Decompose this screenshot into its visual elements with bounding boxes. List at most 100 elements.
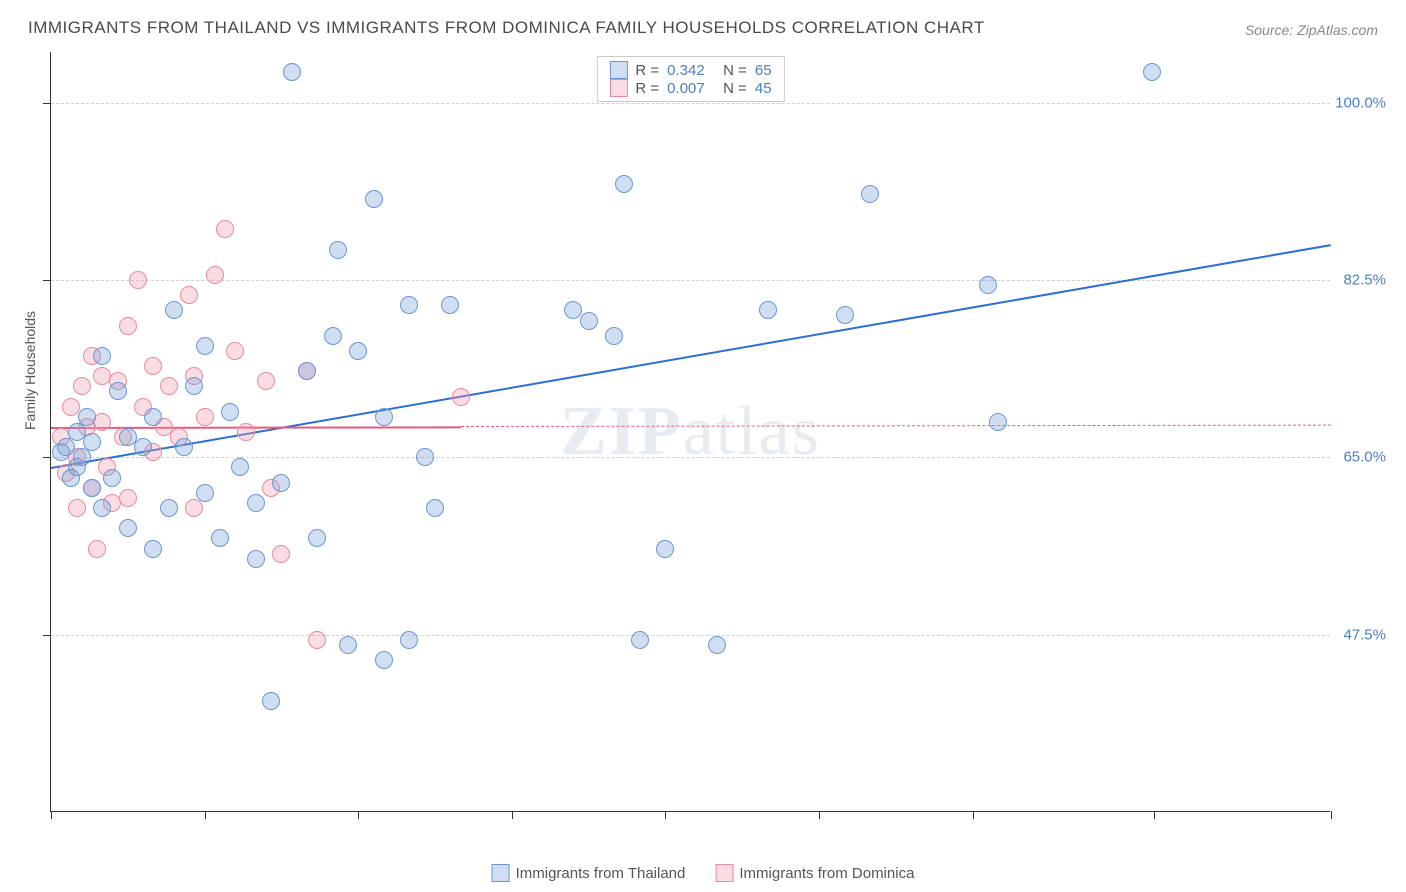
scatter-point [144, 540, 162, 558]
scatter-point [129, 271, 147, 289]
scatter-point [605, 327, 623, 345]
scatter-point [416, 448, 434, 466]
scatter-point [185, 377, 203, 395]
scatter-point [144, 408, 162, 426]
scatter-point [861, 185, 879, 203]
y-tick-label: 82.5% [1343, 272, 1386, 289]
x-tick [205, 811, 206, 819]
scatter-point [103, 469, 121, 487]
scatter-point [196, 408, 214, 426]
scatter-point [109, 382, 127, 400]
scatter-point [185, 499, 203, 517]
legend-swatch [609, 79, 627, 97]
scatter-point [83, 479, 101, 497]
r-value: 0.342 [667, 62, 715, 79]
scatter-point [329, 241, 347, 259]
scatter-point [221, 403, 239, 421]
legend-series: Immigrants from Thailand Immigrants from… [492, 864, 915, 882]
y-tick [43, 280, 51, 281]
scatter-point [165, 301, 183, 319]
r-value: 0.007 [667, 80, 715, 97]
x-tick [819, 811, 820, 819]
legend-correlation: R =0.342N =65R =0.007N =45 [596, 56, 784, 102]
scatter-point [979, 276, 997, 294]
legend-correlation-row: R = 0.342 N = 65 [609, 61, 771, 79]
scatter-point [83, 433, 101, 451]
y-tick-label: 47.5% [1343, 626, 1386, 643]
chart-title: IMMIGRANTS FROM THAILAND VS IMMIGRANTS F… [28, 18, 985, 38]
scatter-point [144, 357, 162, 375]
scatter-point [426, 499, 444, 517]
scatter-point [375, 408, 393, 426]
legend-label-thailand: Immigrants from Thailand [516, 865, 686, 882]
scatter-point [78, 408, 96, 426]
x-tick [665, 811, 666, 819]
gridline-horizontal [51, 280, 1330, 281]
x-tick [973, 811, 974, 819]
scatter-point [134, 438, 152, 456]
gridline-horizontal [51, 103, 1330, 104]
scatter-point [68, 499, 86, 517]
scatter-point [400, 296, 418, 314]
x-tick [358, 811, 359, 819]
scatter-point [272, 545, 290, 563]
scatter-point [1143, 63, 1161, 81]
y-tick [43, 635, 51, 636]
scatter-point [349, 342, 367, 360]
scatter-point [400, 631, 418, 649]
scatter-point [262, 692, 280, 710]
scatter-point [73, 377, 91, 395]
trend-line-extrapolated [461, 425, 1331, 427]
scatter-point [283, 63, 301, 81]
x-tick [1331, 811, 1332, 819]
scatter-point [708, 636, 726, 654]
legend-swatch-thailand [492, 864, 510, 882]
scatter-point [216, 220, 234, 238]
scatter-point [580, 312, 598, 330]
scatter-point [759, 301, 777, 319]
scatter-point [631, 631, 649, 649]
scatter-point [339, 636, 357, 654]
y-tick [43, 103, 51, 104]
scatter-point [231, 458, 249, 476]
scatter-point [247, 550, 265, 568]
scatter-point [93, 413, 111, 431]
scatter-point [160, 377, 178, 395]
scatter-point [298, 362, 316, 380]
scatter-point [272, 474, 290, 492]
scatter-point [308, 529, 326, 547]
n-label: N = [723, 62, 747, 79]
r-label: R = [635, 80, 659, 97]
scatter-point [452, 388, 470, 406]
scatter-point [836, 306, 854, 324]
n-label: N = [723, 80, 747, 97]
scatter-point [226, 342, 244, 360]
chart-plot-area: ZIPatlas R =0.342N =65R =0.007N =45 [50, 52, 1330, 812]
scatter-point [257, 372, 275, 390]
scatter-point [93, 499, 111, 517]
scatter-point [119, 317, 137, 335]
legend-item-thailand: Immigrants from Thailand [492, 864, 686, 882]
scatter-point [237, 423, 255, 441]
scatter-point [119, 519, 137, 537]
scatter-point [88, 540, 106, 558]
legend-swatch [609, 61, 627, 79]
scatter-point [93, 347, 111, 365]
n-value: 65 [755, 62, 772, 79]
y-tick-label: 65.0% [1343, 449, 1386, 466]
scatter-point [615, 175, 633, 193]
legend-correlation-row: R =0.007N =45 [609, 79, 771, 97]
scatter-point [196, 337, 214, 355]
y-tick [43, 457, 51, 458]
r-label: R = [635, 62, 659, 79]
y-axis-label: Family Households [22, 311, 38, 430]
watermark: ZIPatlas [560, 392, 821, 472]
scatter-point [206, 266, 224, 284]
scatter-point [247, 494, 265, 512]
scatter-point [441, 296, 459, 314]
scatter-point [365, 190, 383, 208]
scatter-point [119, 489, 137, 507]
x-tick [512, 811, 513, 819]
source-attribution: Source: ZipAtlas.com [1245, 22, 1378, 38]
legend-item-dominica: Immigrants from Dominica [715, 864, 914, 882]
